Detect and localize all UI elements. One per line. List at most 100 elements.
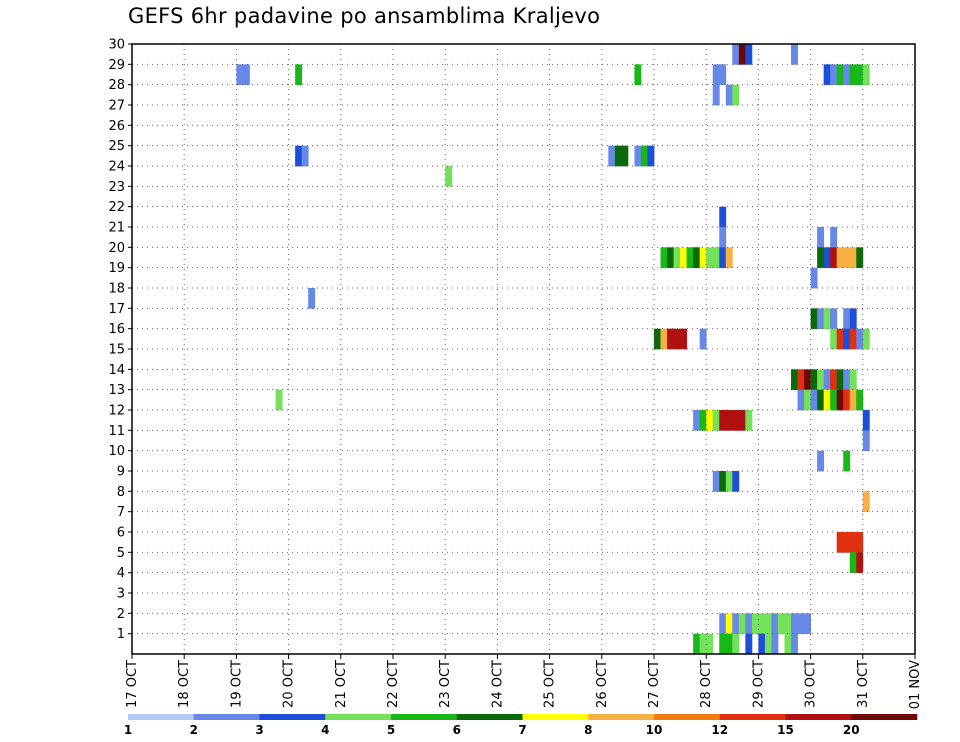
data-cell — [725, 613, 733, 635]
colorbar-segment — [719, 714, 786, 720]
data-cell — [680, 247, 688, 269]
data-cell — [732, 84, 740, 106]
data-cell — [804, 369, 811, 391]
colorbar-segment — [259, 714, 326, 720]
y-axis: 1234567891011121314151617181920212223242… — [108, 38, 132, 642]
y-tick-label: 10 — [108, 444, 125, 459]
data-cell — [764, 613, 772, 635]
y-tick-label: 28 — [108, 78, 125, 93]
data-cell — [634, 64, 642, 86]
colorbar-label: 5 — [387, 723, 395, 737]
data-cell — [843, 369, 851, 391]
x-tick-label: 28 OCT — [699, 660, 714, 708]
data-cell — [758, 633, 766, 655]
data-cell — [693, 633, 701, 655]
data-cell — [712, 247, 720, 269]
colorbar-segment — [193, 714, 260, 720]
data-cell — [862, 410, 870, 431]
data-cell — [836, 64, 844, 86]
y-tick-label: 21 — [108, 221, 125, 236]
data-cell — [843, 64, 851, 86]
y-tick-label: 9 — [117, 465, 125, 480]
colorbar-label: 20 — [843, 723, 860, 737]
y-tick-label: 15 — [108, 343, 125, 358]
data-cell — [843, 532, 851, 553]
data-cell — [771, 633, 779, 655]
y-tick-label: 14 — [108, 363, 125, 378]
y-tick-label: 26 — [108, 119, 125, 134]
data-cell — [843, 328, 851, 350]
data-cell — [849, 247, 857, 269]
data-cell — [654, 328, 661, 350]
data-cell — [804, 389, 811, 411]
data-cell — [836, 369, 844, 391]
data-cell — [738, 613, 746, 635]
data-cell — [719, 206, 727, 228]
data-cell — [823, 308, 831, 330]
data-cell — [719, 613, 727, 635]
data-cell — [725, 471, 733, 492]
colorbar-label: 2 — [190, 723, 198, 737]
data-cell — [849, 552, 857, 574]
data-cell — [706, 410, 714, 431]
data-cell — [699, 633, 707, 655]
y-tick-label: 1 — [117, 627, 125, 642]
data-cell — [699, 410, 707, 431]
y-tick-label: 3 — [117, 587, 125, 602]
x-tick-label: 25 OCT — [543, 660, 558, 708]
data-cell — [817, 450, 825, 472]
x-tick-label: 31 OCT — [856, 660, 871, 708]
data-cell — [725, 410, 733, 431]
data-cell — [836, 247, 844, 269]
x-tick-label: 01 NOV — [908, 660, 923, 709]
data-cell — [640, 145, 648, 167]
y-tick-label: 20 — [108, 241, 125, 256]
data-cell — [830, 227, 838, 248]
data-cell — [634, 145, 642, 167]
y-tick-label: 25 — [108, 139, 125, 154]
data-cell — [673, 328, 681, 350]
x-tick-label: 26 OCT — [595, 660, 610, 708]
data-cell — [301, 145, 309, 167]
data-cell — [719, 247, 727, 269]
y-tick-label: 16 — [108, 322, 125, 337]
y-tick-label: 24 — [108, 160, 125, 175]
data-cell — [830, 64, 838, 86]
x-tick-label: 18 OCT — [177, 660, 192, 708]
data-cell — [732, 410, 740, 431]
data-cell — [843, 389, 851, 411]
y-tick-label: 27 — [108, 99, 125, 114]
colorbar: 1 2 3 4 5 6 7 8 10 12 15 20 — [124, 714, 918, 737]
data-cell — [849, 308, 857, 330]
data-cell — [608, 145, 616, 167]
y-tick-label: 30 — [108, 38, 125, 53]
data-cell — [849, 389, 857, 411]
colorbar-label: 4 — [321, 723, 329, 737]
data-cell — [719, 410, 727, 431]
data-cell — [758, 613, 766, 635]
colorbar-label: 15 — [777, 723, 794, 737]
data-cell — [719, 227, 727, 248]
x-axis: 17 OCT 18 OCT 19 OCT 20 OCT 21 OCT 22 OCT 23 O… — [125, 654, 923, 709]
y-tick-label: 5 — [117, 546, 125, 561]
data-cell — [647, 145, 655, 167]
colorbar-segment — [522, 714, 589, 720]
data-cell — [784, 633, 792, 655]
data-cell — [856, 552, 864, 574]
data-cell — [699, 247, 707, 269]
data-cell — [712, 471, 720, 492]
y-tick-label: 18 — [108, 282, 125, 297]
data-cell — [817, 389, 825, 411]
y-tick-label: 12 — [108, 404, 125, 419]
data-cell — [830, 389, 838, 411]
colorbar-label: 7 — [518, 723, 526, 737]
colorbar-label: 6 — [453, 723, 461, 737]
data-cell — [810, 389, 818, 411]
data-cell — [862, 430, 870, 452]
data-cell — [810, 267, 818, 289]
data-cell — [706, 247, 714, 269]
data-cell — [817, 247, 825, 269]
data-cell — [699, 328, 707, 350]
data-cell — [843, 308, 851, 330]
